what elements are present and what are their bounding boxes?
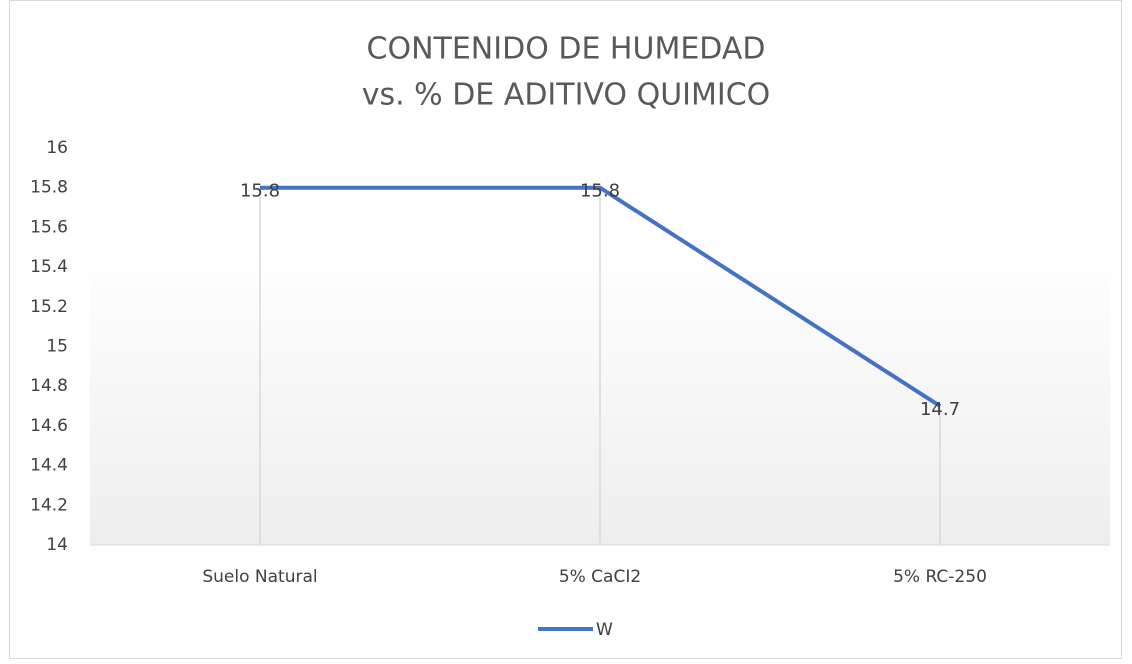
y-tick-label: 14 <box>46 535 68 555</box>
y-tick-label: 14.8 <box>30 376 68 396</box>
y-tick-label: 16 <box>46 138 68 158</box>
y-tick-label: 14.4 <box>30 456 68 476</box>
y-tick-label: 15 <box>46 337 68 357</box>
y-tick-label: 15.2 <box>30 297 68 317</box>
legend-label: W <box>596 620 613 640</box>
data-label: 14.7 <box>920 399 960 420</box>
chart-title: vs. % DE ADITIVO QUIMICO <box>362 78 771 113</box>
data-label: 15.8 <box>240 181 280 202</box>
y-tick-label: 15.6 <box>30 217 68 237</box>
x-tick-label: 5% CaCI2 <box>559 567 641 587</box>
y-tick-label: 15.4 <box>30 257 68 277</box>
y-tick-label: 14.6 <box>30 416 68 436</box>
y-tick-label: 14.2 <box>30 495 68 515</box>
y-tick-label: 15.8 <box>30 178 68 198</box>
x-tick-label: 5% RC-250 <box>893 567 987 587</box>
x-tick-label: Suelo Natural <box>202 567 317 587</box>
data-label: 15.8 <box>580 181 620 202</box>
series-line <box>260 185 942 408</box>
chart-title: CONTENIDO DE HUMEDAD <box>367 32 766 67</box>
